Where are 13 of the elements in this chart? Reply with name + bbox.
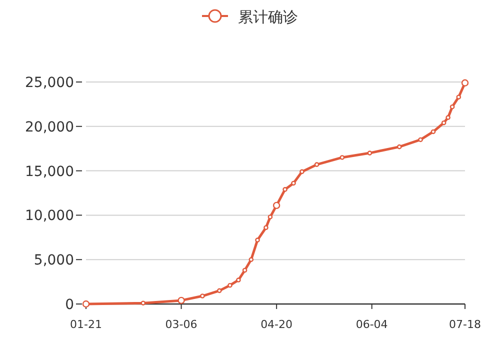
y-tick-label: 15,000: [25, 164, 74, 180]
y-tick-label: 25,000: [25, 75, 74, 91]
legend-item: 累计确诊: [202, 8, 298, 26]
x-tick-label: 04-20: [260, 318, 293, 331]
legend-label: 累计确诊: [238, 8, 298, 26]
x-tick-label: 07-18: [449, 318, 481, 331]
y-tick-label: 5,000: [34, 252, 74, 269]
x-tick-label: 03-06: [165, 318, 198, 331]
x-tick-label: 06-04: [356, 318, 388, 331]
y-tick-label: 10,000: [25, 208, 74, 224]
y-tick-label: 0: [65, 297, 74, 313]
x-tick-label: 01-21: [70, 318, 102, 331]
y-tick-label: 20,000: [25, 119, 74, 136]
